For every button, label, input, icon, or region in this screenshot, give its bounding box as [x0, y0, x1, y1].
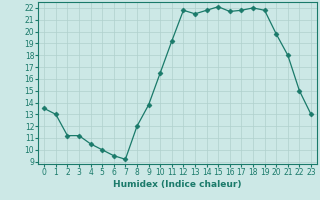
- X-axis label: Humidex (Indice chaleur): Humidex (Indice chaleur): [113, 180, 242, 189]
